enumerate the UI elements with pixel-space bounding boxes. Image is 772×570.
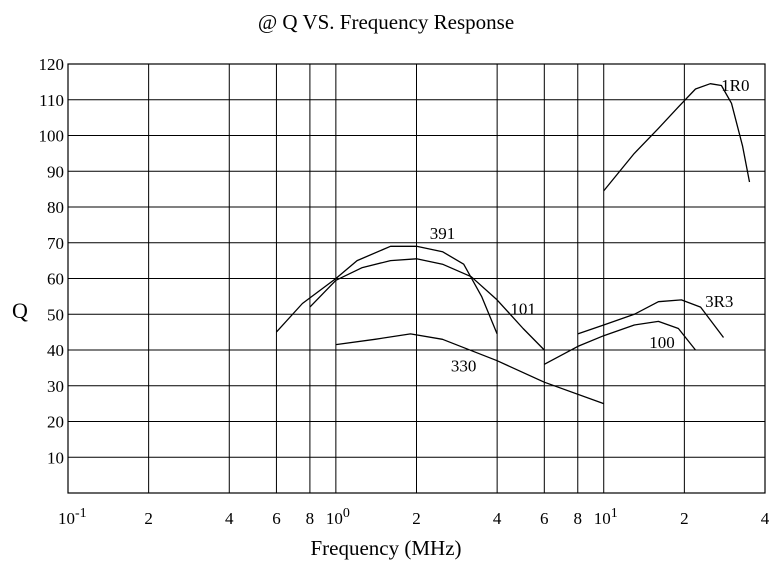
series-label-100: 100	[649, 333, 675, 352]
series-label-3r3: 3R3	[705, 292, 733, 311]
x-tick-label: 4	[493, 509, 502, 528]
y-tick-label: 30	[47, 377, 64, 396]
series-label-330: 330	[451, 356, 477, 375]
y-tick-label: 70	[47, 234, 64, 253]
y-tick-label: 110	[39, 91, 64, 110]
series-line-101	[309, 258, 545, 351]
y-tick-label: 20	[47, 413, 64, 432]
x-tick-label: 6	[272, 509, 281, 528]
x-tick-label: 100	[326, 506, 350, 528]
y-tick-label: 80	[47, 198, 64, 217]
y-tick-label: 100	[39, 127, 65, 146]
series-label-101: 101	[510, 299, 536, 318]
y-tick-label: 120	[39, 55, 65, 74]
x-tick-label: 4	[761, 509, 770, 528]
x-tick-label: 101	[594, 506, 618, 528]
y-tick-label: 60	[47, 270, 64, 289]
series-label-391: 391	[430, 224, 456, 243]
y-tick-label: 90	[47, 162, 64, 181]
x-tick-label: 2	[412, 509, 421, 528]
series-label-1r0: 1R0	[721, 76, 749, 95]
series-line-3r3	[577, 299, 725, 338]
x-tick-label: 6	[540, 509, 549, 528]
series-line-391	[275, 245, 498, 335]
x-tick-label: 8	[574, 509, 583, 528]
y-axis-label: Q	[12, 298, 28, 323]
series-line-1r0	[603, 83, 751, 192]
y-tick-label: 10	[47, 448, 64, 467]
x-tick-label: 4	[225, 509, 234, 528]
x-tick-label: 2	[680, 509, 689, 528]
y-tick-label: 50	[47, 305, 64, 324]
chart-title: @ Q VS. Frequency Response	[257, 10, 515, 34]
x-tick-label: 2	[144, 509, 153, 528]
x-tick-label: 8	[306, 509, 315, 528]
x-tick-label: 10-1	[58, 506, 87, 528]
series-line-100	[543, 320, 697, 365]
series-line-330	[335, 333, 604, 405]
x-axis-label: Frequency (MHz)	[310, 536, 462, 560]
y-tick-label: 40	[47, 341, 64, 360]
